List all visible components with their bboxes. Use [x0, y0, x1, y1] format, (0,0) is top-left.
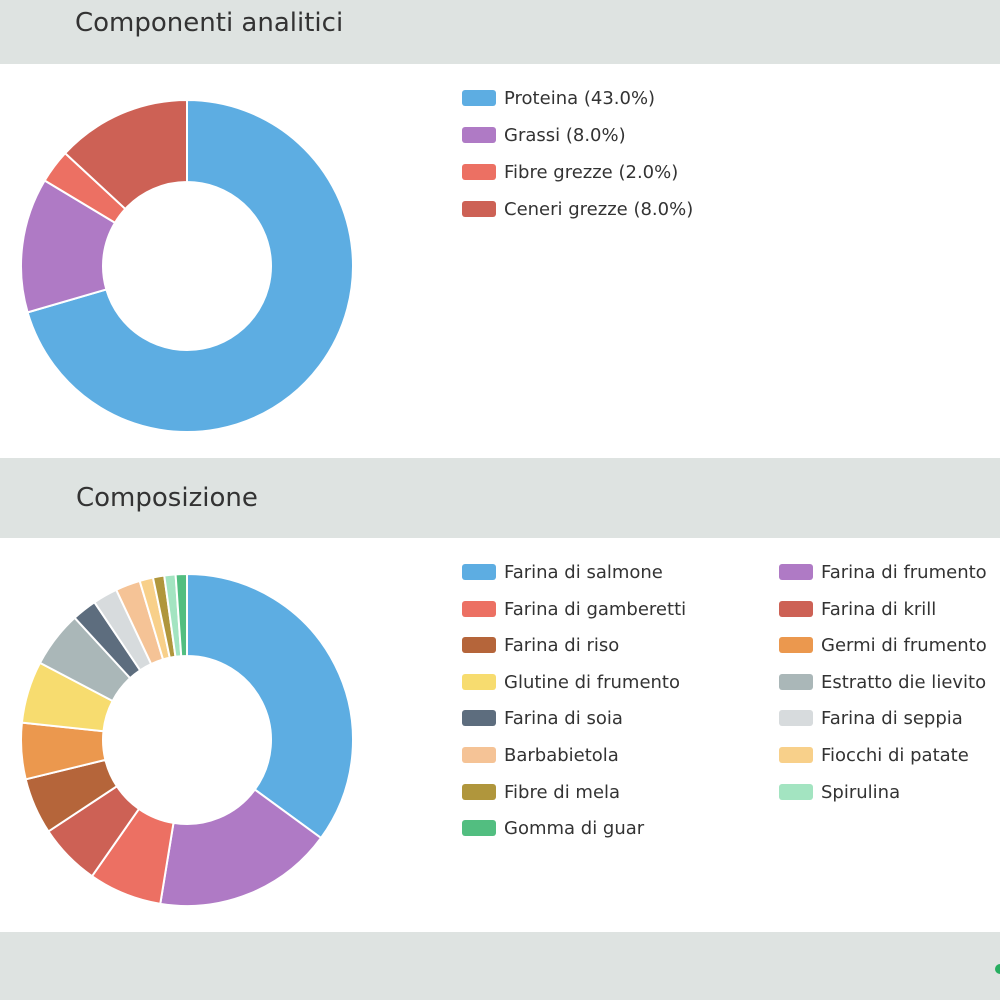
legend-item-estratto-die-lievito[interactable]: Estratto die lievito [779, 672, 986, 694]
legend-item-glutine-di-frumento[interactable]: Glutine di frumento [462, 672, 680, 694]
legend-item-farina-di-soia[interactable]: Farina di soia [462, 708, 623, 730]
legend-item-ceneri-grezze[interactable]: Ceneri grezze (8.0%) [462, 199, 693, 221]
legend-label: Grassi (8.0%) [504, 125, 626, 146]
legend-swatch [462, 747, 496, 763]
legend-swatch [779, 673, 813, 690]
legend-label: Fibre di mela [504, 781, 621, 803]
legend-label: Fibre grezze (2.0%) [504, 162, 679, 183]
legend-swatch [779, 783, 813, 800]
legend-item-grassi[interactable]: Grassi (8.0%) [462, 125, 626, 147]
legend-item-fiocchi-di-patate[interactable]: Fiocchi di patate [779, 745, 969, 767]
legend-swatch [462, 201, 496, 217]
legend-label: Germi di frumento [821, 635, 987, 657]
legend-item-farina-di-seppia[interactable]: Farina di seppia [779, 708, 963, 730]
legend-label: Estratto die lievito [821, 671, 987, 693]
analytic-components-donut-chart [20, 98, 354, 433]
analytic-components-title: Componenti analitici [75, 8, 344, 38]
legend-swatch [462, 820, 496, 837]
composition-title: Composizione [76, 483, 258, 513]
composition-header: Composizione [0, 458, 1000, 538]
legend-swatch [779, 637, 813, 654]
legend-label: Farina di seppia [821, 708, 963, 730]
legend-label: Ceneri grezze (8.0%) [504, 199, 694, 220]
legend-label: Proteina (43.0%) [504, 88, 656, 109]
legend-item-farina-di-frumento[interactable]: Farina di frumento [779, 562, 987, 584]
legend-label: Fiocchi di patate [821, 745, 969, 766]
legend-item-farina-di-krill[interactable]: Farina di krill [779, 599, 936, 621]
legend-label: Glutine di frumento [504, 671, 681, 693]
legend-label: Farina di soia [504, 708, 623, 730]
legend-swatch [779, 600, 813, 617]
legend-label: Barbabietola [504, 745, 619, 766]
legend-swatch [462, 637, 496, 654]
slice-gomma-di-guar[interactable] [174, 572, 188, 658]
footer-bar [0, 932, 1000, 1000]
composition-donut-chart [20, 572, 354, 907]
legend-swatch [462, 564, 496, 580]
legend-label: Farina di frumento [821, 562, 987, 583]
legend-item-germi-di-frumento[interactable]: Germi di frumento [779, 635, 987, 657]
legend-label: Spirulina [821, 781, 901, 803]
status-dot-icon [995, 964, 1000, 974]
legend-swatch [462, 783, 496, 800]
legend-swatch [462, 90, 496, 106]
legend-swatch [462, 673, 496, 690]
analytic-components-header: Componenti analitici [0, 0, 1000, 64]
legend-swatch [779, 564, 813, 580]
legend-label: Gomma di guar [504, 818, 645, 840]
legend-item-farina-di-salmone[interactable]: Farina di salmone [462, 562, 663, 584]
slice-ceneri-grezze[interactable] [63, 98, 188, 211]
legend-item-gomma-di-guar[interactable]: Gomma di guar [462, 818, 644, 840]
legend-item-barbabietola[interactable]: Barbabietola [462, 745, 619, 767]
slice-proteina[interactable] [26, 98, 354, 433]
slice-farina-di-frumento[interactable] [159, 788, 323, 907]
legend-item-proteina[interactable]: Proteina (43.0%) [462, 88, 655, 110]
legend-swatch [462, 127, 496, 143]
legend-item-farina-di-gamberetti[interactable]: Farina di gamberetti [462, 599, 686, 621]
legend-label: Farina di krill [821, 598, 937, 620]
legend-item-farina-di-riso[interactable]: Farina di riso [462, 635, 619, 657]
legend-swatch [779, 710, 813, 727]
legend-swatch [462, 164, 496, 180]
legend-label: Farina di riso [504, 635, 620, 657]
legend-item-spirulina[interactable]: Spirulina [779, 782, 900, 804]
legend-item-fibre-di-mela[interactable]: Fibre di mela [462, 782, 620, 804]
legend-swatch [779, 747, 813, 763]
legend-label: Farina di gamberetti [504, 598, 687, 620]
legend-item-fibre-grezze[interactable]: Fibre grezze (2.0%) [462, 162, 678, 184]
legend-swatch [462, 600, 496, 617]
legend-label: Farina di salmone [504, 562, 663, 583]
slice-farina-di-salmone[interactable] [186, 572, 354, 840]
legend-swatch [462, 710, 496, 727]
